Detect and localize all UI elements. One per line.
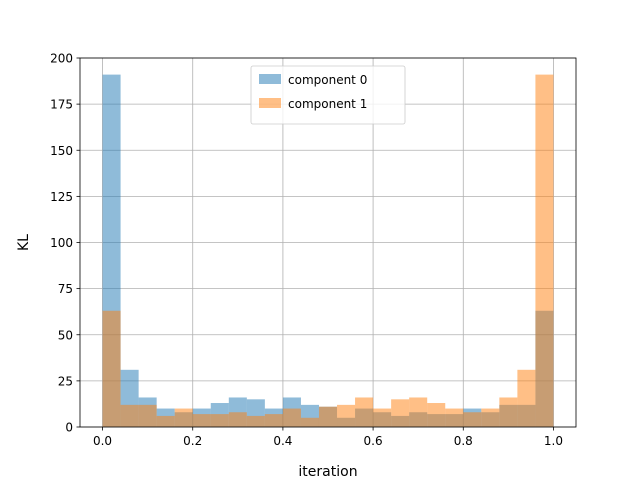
bar [427, 403, 446, 427]
legend-box [250, 65, 406, 125]
bar [120, 404, 139, 427]
bar [481, 408, 500, 427]
series-0-bars [102, 74, 554, 427]
bar [156, 415, 175, 427]
y-tick-label: 175 [50, 98, 73, 112]
y-tick-label: 125 [50, 190, 73, 204]
x-axis-label: iteration [298, 464, 357, 480]
y-tick-label: 200 [50, 52, 73, 66]
bar [192, 414, 211, 427]
legend-swatch [259, 74, 281, 84]
series-1-bars [102, 74, 554, 427]
bar [318, 406, 338, 427]
x-tick-label: 0.4 [273, 434, 292, 448]
bar [282, 408, 301, 427]
bar [445, 408, 464, 427]
y-axis-label: KL [16, 234, 32, 251]
bar [102, 310, 121, 427]
bar [210, 414, 229, 427]
bar [409, 397, 428, 427]
y-tick-label: 150 [50, 144, 73, 158]
x-tick-label: 0.2 [183, 434, 202, 448]
bar [228, 412, 247, 427]
legend-swatch [259, 98, 281, 108]
x-tick-label: 0.8 [454, 434, 473, 448]
legend-label: component 0 [288, 73, 367, 87]
y-tick-label: 50 [58, 328, 73, 342]
y-tick-label: 100 [50, 236, 73, 250]
y-tick-label: 75 [58, 282, 73, 296]
bar [138, 404, 157, 427]
bar [337, 404, 356, 427]
bar [300, 417, 319, 427]
bar [373, 408, 392, 427]
y-tick-label: 25 [58, 374, 73, 388]
y-axis-ticks: 0 25 50 75 100 125 150 175 200 [50, 52, 80, 435]
bar [391, 399, 410, 427]
legend: component 0 component 1 [250, 65, 406, 125]
bar [517, 369, 536, 427]
bar [463, 412, 482, 427]
x-tick-label: 0.6 [364, 434, 383, 448]
bar [499, 397, 518, 427]
x-tick-label: 1.0 [544, 434, 563, 448]
x-tick-label: 0.0 [93, 434, 112, 448]
bar [535, 74, 554, 427]
bar [174, 408, 193, 427]
y-tick-label: 0 [65, 421, 73, 435]
legend-label: component 1 [288, 97, 367, 111]
histogram-bars [102, 74, 554, 427]
bar [246, 415, 265, 427]
x-axis-ticks: 0.0 0.2 0.4 0.6 0.8 1.0 [93, 427, 563, 448]
bar [355, 397, 374, 427]
bar [264, 414, 283, 427]
